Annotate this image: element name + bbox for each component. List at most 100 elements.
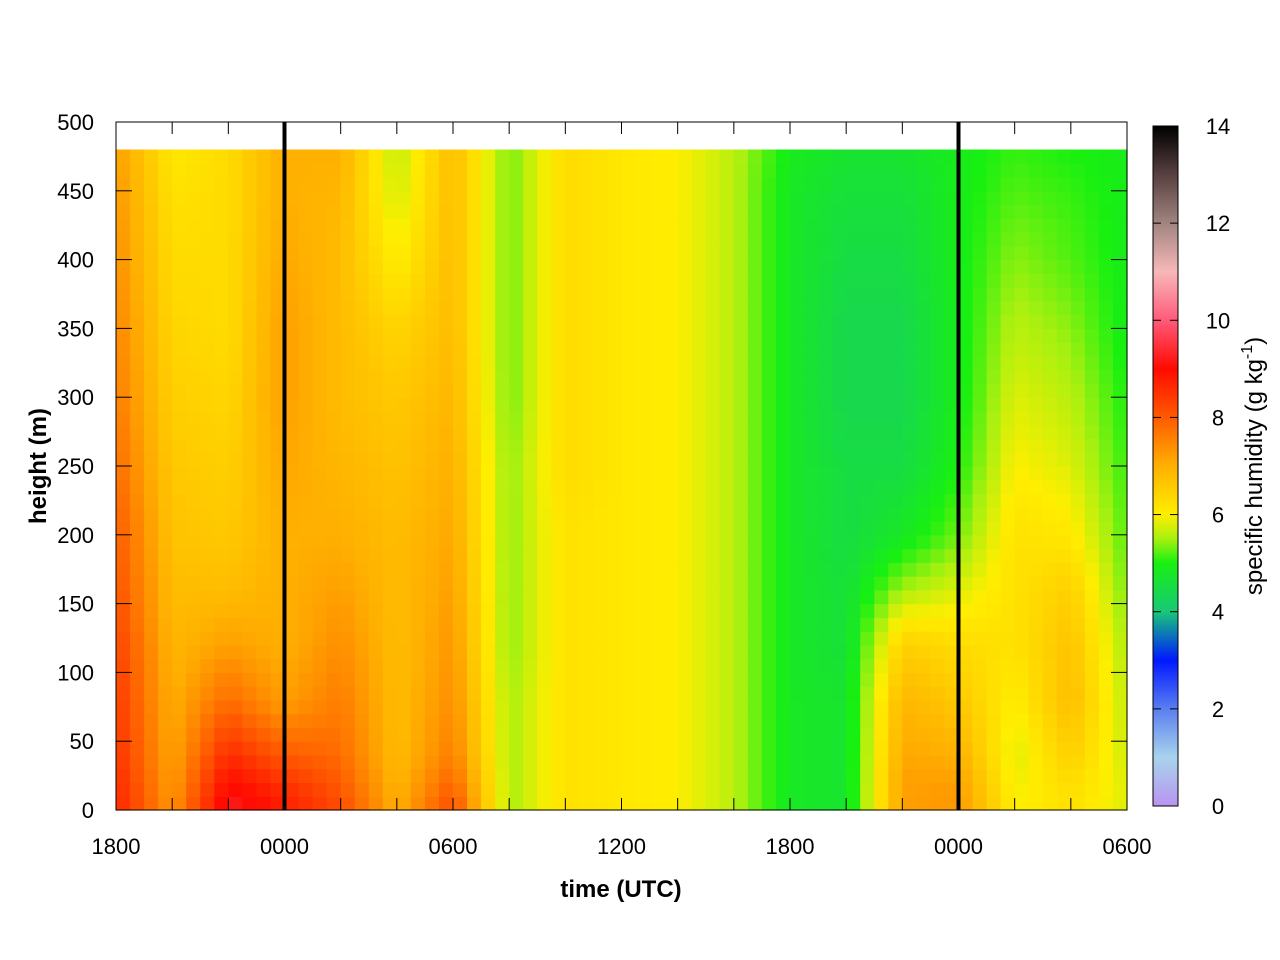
heatmap-cell: [790, 644, 805, 660]
heatmap-cell: [368, 493, 384, 508]
heatmap-cell: [986, 576, 1002, 591]
heatmap-cell: [1000, 314, 1016, 329]
heatmap-cell: [1056, 397, 1072, 412]
heatmap-cell: [130, 658, 145, 673]
heatmap-cell: [747, 754, 763, 770]
heatmap-cell: [761, 644, 777, 660]
heatmap-cell: [537, 727, 552, 742]
heatmap-cell: [677, 177, 693, 192]
heatmap-cell: [523, 521, 538, 536]
heatmap-cell: [228, 204, 243, 219]
heatmap-cell: [368, 548, 384, 563]
heatmap-cell: [972, 369, 988, 385]
heatmap-cell: [677, 534, 693, 550]
heatmap-cell: [1000, 218, 1016, 233]
heatmap-cell: [818, 644, 833, 660]
heatmap-cell: [761, 177, 777, 192]
heatmap-cell: [284, 177, 300, 192]
heatmap-cell: [172, 576, 187, 591]
heatmap-cell: [326, 768, 342, 784]
heatmap-cell: [649, 438, 665, 453]
heatmap-cell: [902, 727, 917, 742]
heatmap-cell: [635, 617, 651, 632]
heatmap-cell: [1014, 686, 1030, 701]
heatmap-cell: [186, 658, 201, 673]
heatmap-cell: [635, 314, 651, 329]
heatmap-cell: [1112, 424, 1128, 440]
heatmap-cell: [509, 300, 524, 316]
heatmap-cell: [523, 534, 538, 550]
heatmap-cell: [410, 548, 426, 563]
heatmap-cell: [1098, 369, 1114, 385]
heatmap-cell: [579, 507, 595, 522]
heatmap-cell: [396, 177, 412, 192]
heatmap-cell: [761, 603, 777, 618]
heatmap-cell: [944, 631, 960, 646]
heatmap-cell: [130, 397, 145, 412]
heatmap-cell: [551, 576, 566, 591]
heatmap-cell: [1014, 479, 1030, 495]
heatmap-cell: [1098, 383, 1114, 398]
heatmap-cell: [691, 796, 707, 811]
heatmap-cell: [677, 190, 693, 206]
heatmap-cell: [719, 768, 735, 784]
heatmap-cell: [804, 479, 819, 495]
heatmap-cell: [579, 259, 595, 274]
heatmap-cell: [200, 768, 215, 784]
heatmap-cell: [804, 699, 819, 715]
heatmap-cell: [677, 562, 693, 577]
heatmap-cell: [775, 548, 791, 563]
heatmap-cell: [523, 273, 538, 288]
heatmap-cell: [410, 369, 426, 385]
heatmap-cell: [1112, 232, 1128, 247]
heatmap-cell: [438, 287, 454, 302]
heatmap-cell: [733, 479, 749, 495]
heatmap-cell: [579, 328, 595, 343]
heatmap-cell: [509, 548, 524, 563]
heatmap-cell: [649, 328, 665, 343]
heatmap-cell: [986, 424, 1002, 440]
heatmap-cell: [621, 672, 637, 687]
heatmap-cell: [368, 287, 384, 302]
heatmap-cell: [368, 397, 384, 412]
heatmap-cell: [256, 369, 272, 385]
heatmap-cell: [761, 273, 777, 288]
heatmap-cell: [1098, 768, 1114, 784]
heatmap-cell: [438, 177, 454, 192]
heatmap-cell: [298, 355, 314, 371]
heatmap-cell: [116, 768, 131, 784]
heatmap-cell: [1028, 796, 1044, 811]
heatmap-cell: [453, 713, 468, 729]
heatmap-cell: [1098, 576, 1114, 591]
heatmap-cell: [410, 204, 426, 219]
heatmap-cell: [144, 562, 159, 577]
heatmap-cell: [846, 300, 861, 316]
heatmap-cell: [116, 438, 131, 453]
heatmap-cell: [1014, 204, 1030, 219]
heatmap-cell: [144, 163, 159, 178]
heatmap-cell: [972, 410, 988, 426]
heatmap-cell: [677, 300, 693, 316]
heatmap-cell: [719, 149, 735, 164]
heatmap-cell: [1056, 149, 1072, 164]
heatmap-cell: [172, 768, 187, 784]
heatmap-cell: [200, 713, 215, 729]
heatmap-cell: [944, 397, 960, 412]
heatmap-cell: [424, 245, 440, 261]
heatmap-cell: [312, 686, 328, 701]
heatmap-cell: [958, 672, 974, 687]
heatmap-cell: [607, 287, 623, 302]
heatmap-cell: [354, 754, 370, 770]
heatmap-cell: [579, 603, 595, 618]
heatmap-cell: [130, 589, 145, 605]
heatmap-cell: [270, 218, 286, 233]
heatmap-cell: [312, 163, 328, 178]
heatmap-cell: [635, 259, 651, 274]
heatmap-cell: [312, 782, 328, 797]
heatmap-cell: [888, 424, 903, 440]
heatmap-cell: [1042, 163, 1058, 178]
heatmap-cell: [1112, 713, 1128, 729]
heatmap-cell: [326, 410, 342, 426]
heatmap-cell: [902, 672, 917, 687]
heatmap-cell: [481, 686, 496, 701]
